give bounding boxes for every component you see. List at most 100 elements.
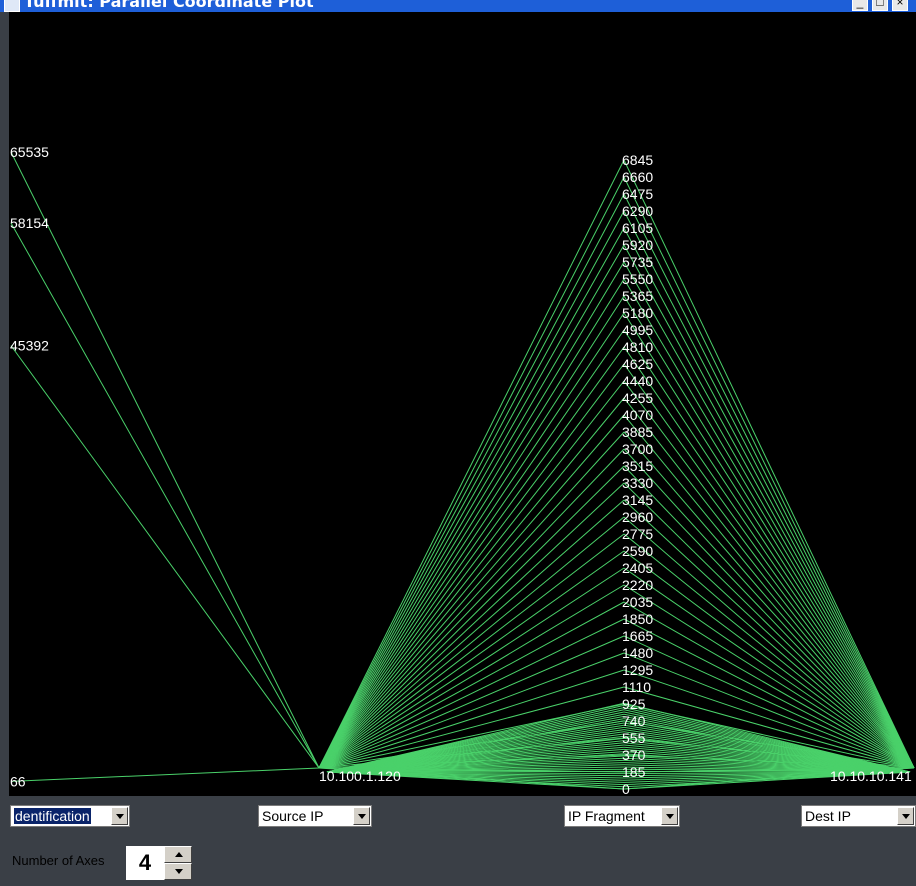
identification-line: [10, 767, 320, 782]
identification-tick-label: 66: [10, 773, 26, 789]
fragment-line-left: [318, 584, 625, 769]
fragment-line-right: [623, 346, 915, 769]
fragment-tick-label: 6105: [622, 220, 653, 236]
window-title: Tuffmit: Parallel Coordinate Plot: [24, 0, 314, 11]
fragment-line-left: [318, 601, 625, 769]
fragment-line-left: [318, 295, 625, 769]
fragment-tick-label: 3515: [622, 458, 653, 474]
fragment-tick-label: 5180: [622, 305, 653, 321]
axis-3-select-value: IP Fragment: [568, 808, 645, 824]
plot-canvas: 66 45392 65535 58154 01853705557409251110129…: [10, 144, 915, 796]
polylines: [10, 151, 915, 790]
fragment-line-left: [318, 550, 625, 769]
fragment-line-left: [318, 278, 625, 769]
number-of-axes-input[interactable]: 4: [126, 846, 164, 880]
fragment-line-right: [623, 210, 915, 769]
identification-line: [10, 151, 320, 769]
fragment-line-right: [623, 669, 915, 769]
fragment-tick-label: 3330: [622, 475, 653, 491]
fragment-line-right: [623, 261, 915, 769]
axis-1-select-value: dentification: [14, 808, 91, 824]
fragment-line-left: [318, 652, 625, 769]
spin-down-icon[interactable]: [164, 863, 192, 880]
fragment-line-left: [318, 159, 625, 769]
fragment-tick-label: 4995: [622, 322, 653, 338]
fragment-line-left: [318, 618, 625, 769]
fragment-line-left: [318, 346, 625, 769]
fragment-tick-label: 6845: [622, 152, 653, 168]
fragment-line-right: [623, 380, 915, 769]
axis-3-select[interactable]: IP Fragment: [564, 805, 680, 827]
fragment-line-left: [318, 686, 625, 769]
app-icon: [4, 0, 20, 12]
fragment-line-right: [623, 295, 915, 769]
fragment-tick-label: 370: [622, 747, 646, 763]
fragment-line-right: [623, 278, 915, 769]
fragment-tick-label: 2405: [622, 560, 653, 576]
fragment-line-right: [623, 516, 915, 769]
fragment-tick-label: 5920: [622, 237, 653, 253]
axis-2-select-value: Source IP: [262, 808, 324, 824]
fragment-tick-label: 2960: [622, 509, 653, 525]
chevron-down-icon[interactable]: [661, 807, 678, 825]
chevron-down-icon[interactable]: [897, 807, 914, 825]
fragment-line-right: [623, 329, 915, 769]
axis-4-select-value: Dest IP: [805, 808, 851, 824]
fragment-tick-label: 6660: [622, 169, 653, 185]
fragment-line-left: [318, 312, 625, 769]
fragment-fill-line: [623, 702, 911, 773]
identification-tick-label: 58154: [10, 215, 49, 231]
close-icon[interactable]: ×: [892, 0, 908, 11]
fragment-tick-label: 740: [622, 713, 646, 729]
fragment-line-right: [623, 499, 915, 769]
chevron-down-icon[interactable]: [353, 807, 370, 825]
fragment-line-left: [318, 635, 625, 769]
fragment-line-right: [623, 431, 915, 769]
identification-tick-label: 45392: [10, 338, 49, 354]
fragment-line-left: [318, 482, 625, 769]
fragment-line-left: [318, 210, 625, 769]
fragment-line-left: [318, 176, 625, 769]
fragment-line-right: [623, 550, 915, 769]
axis-labels: 66 45392 65535 58154 01853705557409251110129…: [10, 144, 912, 796]
identification-tick-label: 65535: [10, 144, 49, 160]
fragment-line-right: [623, 397, 915, 769]
fragment-tick-label: 4625: [622, 356, 653, 372]
fragment-line-left: [318, 329, 625, 769]
chevron-down-icon[interactable]: [111, 807, 128, 825]
fragment-tick-label: 555: [622, 730, 646, 746]
fragment-tick-label: 6290: [622, 203, 653, 219]
fragment-tick-label: 1295: [622, 662, 653, 678]
fragment-line-left: [318, 227, 625, 769]
minimize-icon[interactable]: _: [852, 0, 868, 11]
number-of-axes-spinner[interactable]: [164, 846, 192, 880]
fragment-line-right: [623, 193, 915, 769]
fragment-line-right: [623, 448, 915, 769]
fragment-line-right: [623, 533, 915, 769]
axis-1-select[interactable]: dentification: [10, 805, 130, 827]
axis-2-select[interactable]: Source IP: [258, 805, 372, 827]
title-bar: Tuffmit: Parallel Coordinate Plot _ □ ×: [0, 0, 916, 12]
fragment-line-left: [318, 533, 625, 769]
fragment-line-right: [623, 363, 915, 769]
fragment-line-left: [318, 397, 625, 769]
axis-4-select[interactable]: Dest IP: [801, 805, 916, 827]
fragment-tick-label: 2590: [622, 543, 653, 559]
fragment-line-left: [318, 244, 625, 769]
fragment-line-left: [318, 261, 625, 769]
fragment-line-right: [623, 244, 915, 769]
fragment-line-right: [623, 159, 915, 769]
fragment-line-left: [318, 414, 625, 769]
fragment-line-left: [318, 669, 625, 769]
fragment-line-left: [318, 499, 625, 769]
fragment-tick-label: 4255: [622, 390, 653, 406]
fragment-tick-label: 3885: [622, 424, 653, 440]
fragment-line-right: [623, 312, 915, 769]
fragment-line-left: [318, 567, 625, 769]
fragment-tick-label: 6475: [622, 186, 653, 202]
spin-up-icon[interactable]: [164, 846, 192, 863]
fragment-tick-label: 925: [622, 696, 646, 712]
fragment-line-right: [623, 652, 915, 769]
fragment-tick-label: 5735: [622, 254, 653, 270]
maximize-icon[interactable]: □: [872, 0, 888, 11]
